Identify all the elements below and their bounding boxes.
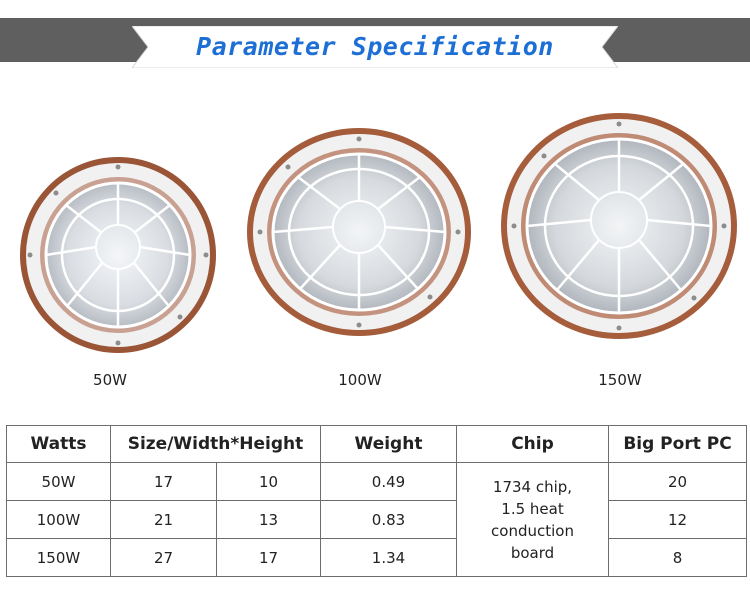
lamp-100w-image [247, 128, 471, 336]
chip-line: board [510, 543, 555, 562]
lamp-100w-label: 100W [338, 371, 382, 389]
page-title: Parameter Specification [196, 32, 554, 61]
cell-watts: 150W [6, 538, 111, 577]
chip-line: 1.5 heat [501, 499, 564, 518]
cell-port: 12 [608, 500, 747, 539]
spec-table: Watts Size/Width*Height Weight Chip Big … [6, 425, 747, 577]
cell-weight: 0.49 [320, 462, 457, 501]
cell-weight: 1.34 [320, 538, 457, 577]
table-row: 50W 17 10 0.49 1734 chip, 1.5 heat condu… [6, 462, 747, 577]
header-size: Size/Width*Height [110, 425, 321, 463]
header-watts: Watts [6, 425, 111, 463]
chip-line: conduction [491, 521, 574, 540]
chip-line: 1734 chip, [492, 477, 573, 496]
cell-watts: 50W [6, 462, 111, 501]
cell-width: 21 [110, 500, 217, 539]
cell-port: 20 [608, 462, 747, 501]
lamp-50w-label: 50W [93, 371, 127, 389]
cell-height: 17 [216, 538, 321, 577]
table-row: 100W 21 13 0.83 12 [6, 500, 747, 539]
header-chip: Chip [456, 425, 609, 463]
table-row: 150W 27 17 1.34 8 [6, 538, 747, 577]
cell-weight: 0.83 [320, 500, 457, 539]
cell-width: 17 [110, 462, 217, 501]
header-port: Big Port PC [608, 425, 747, 463]
cell-chip: 1734 chip, 1.5 heat conduction board [456, 462, 609, 577]
lamp-150w-image [501, 113, 737, 339]
header-weight: Weight [320, 425, 457, 463]
cell-height: 10 [216, 462, 321, 501]
lamp-50w-image [20, 157, 216, 353]
table-header-row: Watts Size/Width*Height Weight Chip Big … [6, 425, 747, 463]
cell-watts: 100W [6, 500, 111, 539]
banner-tab: Parameter Specification [132, 26, 618, 68]
cell-width: 27 [110, 538, 217, 577]
cell-height: 13 [216, 500, 321, 539]
cell-port: 8 [608, 538, 747, 577]
lamp-150w-label: 150W [598, 371, 642, 389]
